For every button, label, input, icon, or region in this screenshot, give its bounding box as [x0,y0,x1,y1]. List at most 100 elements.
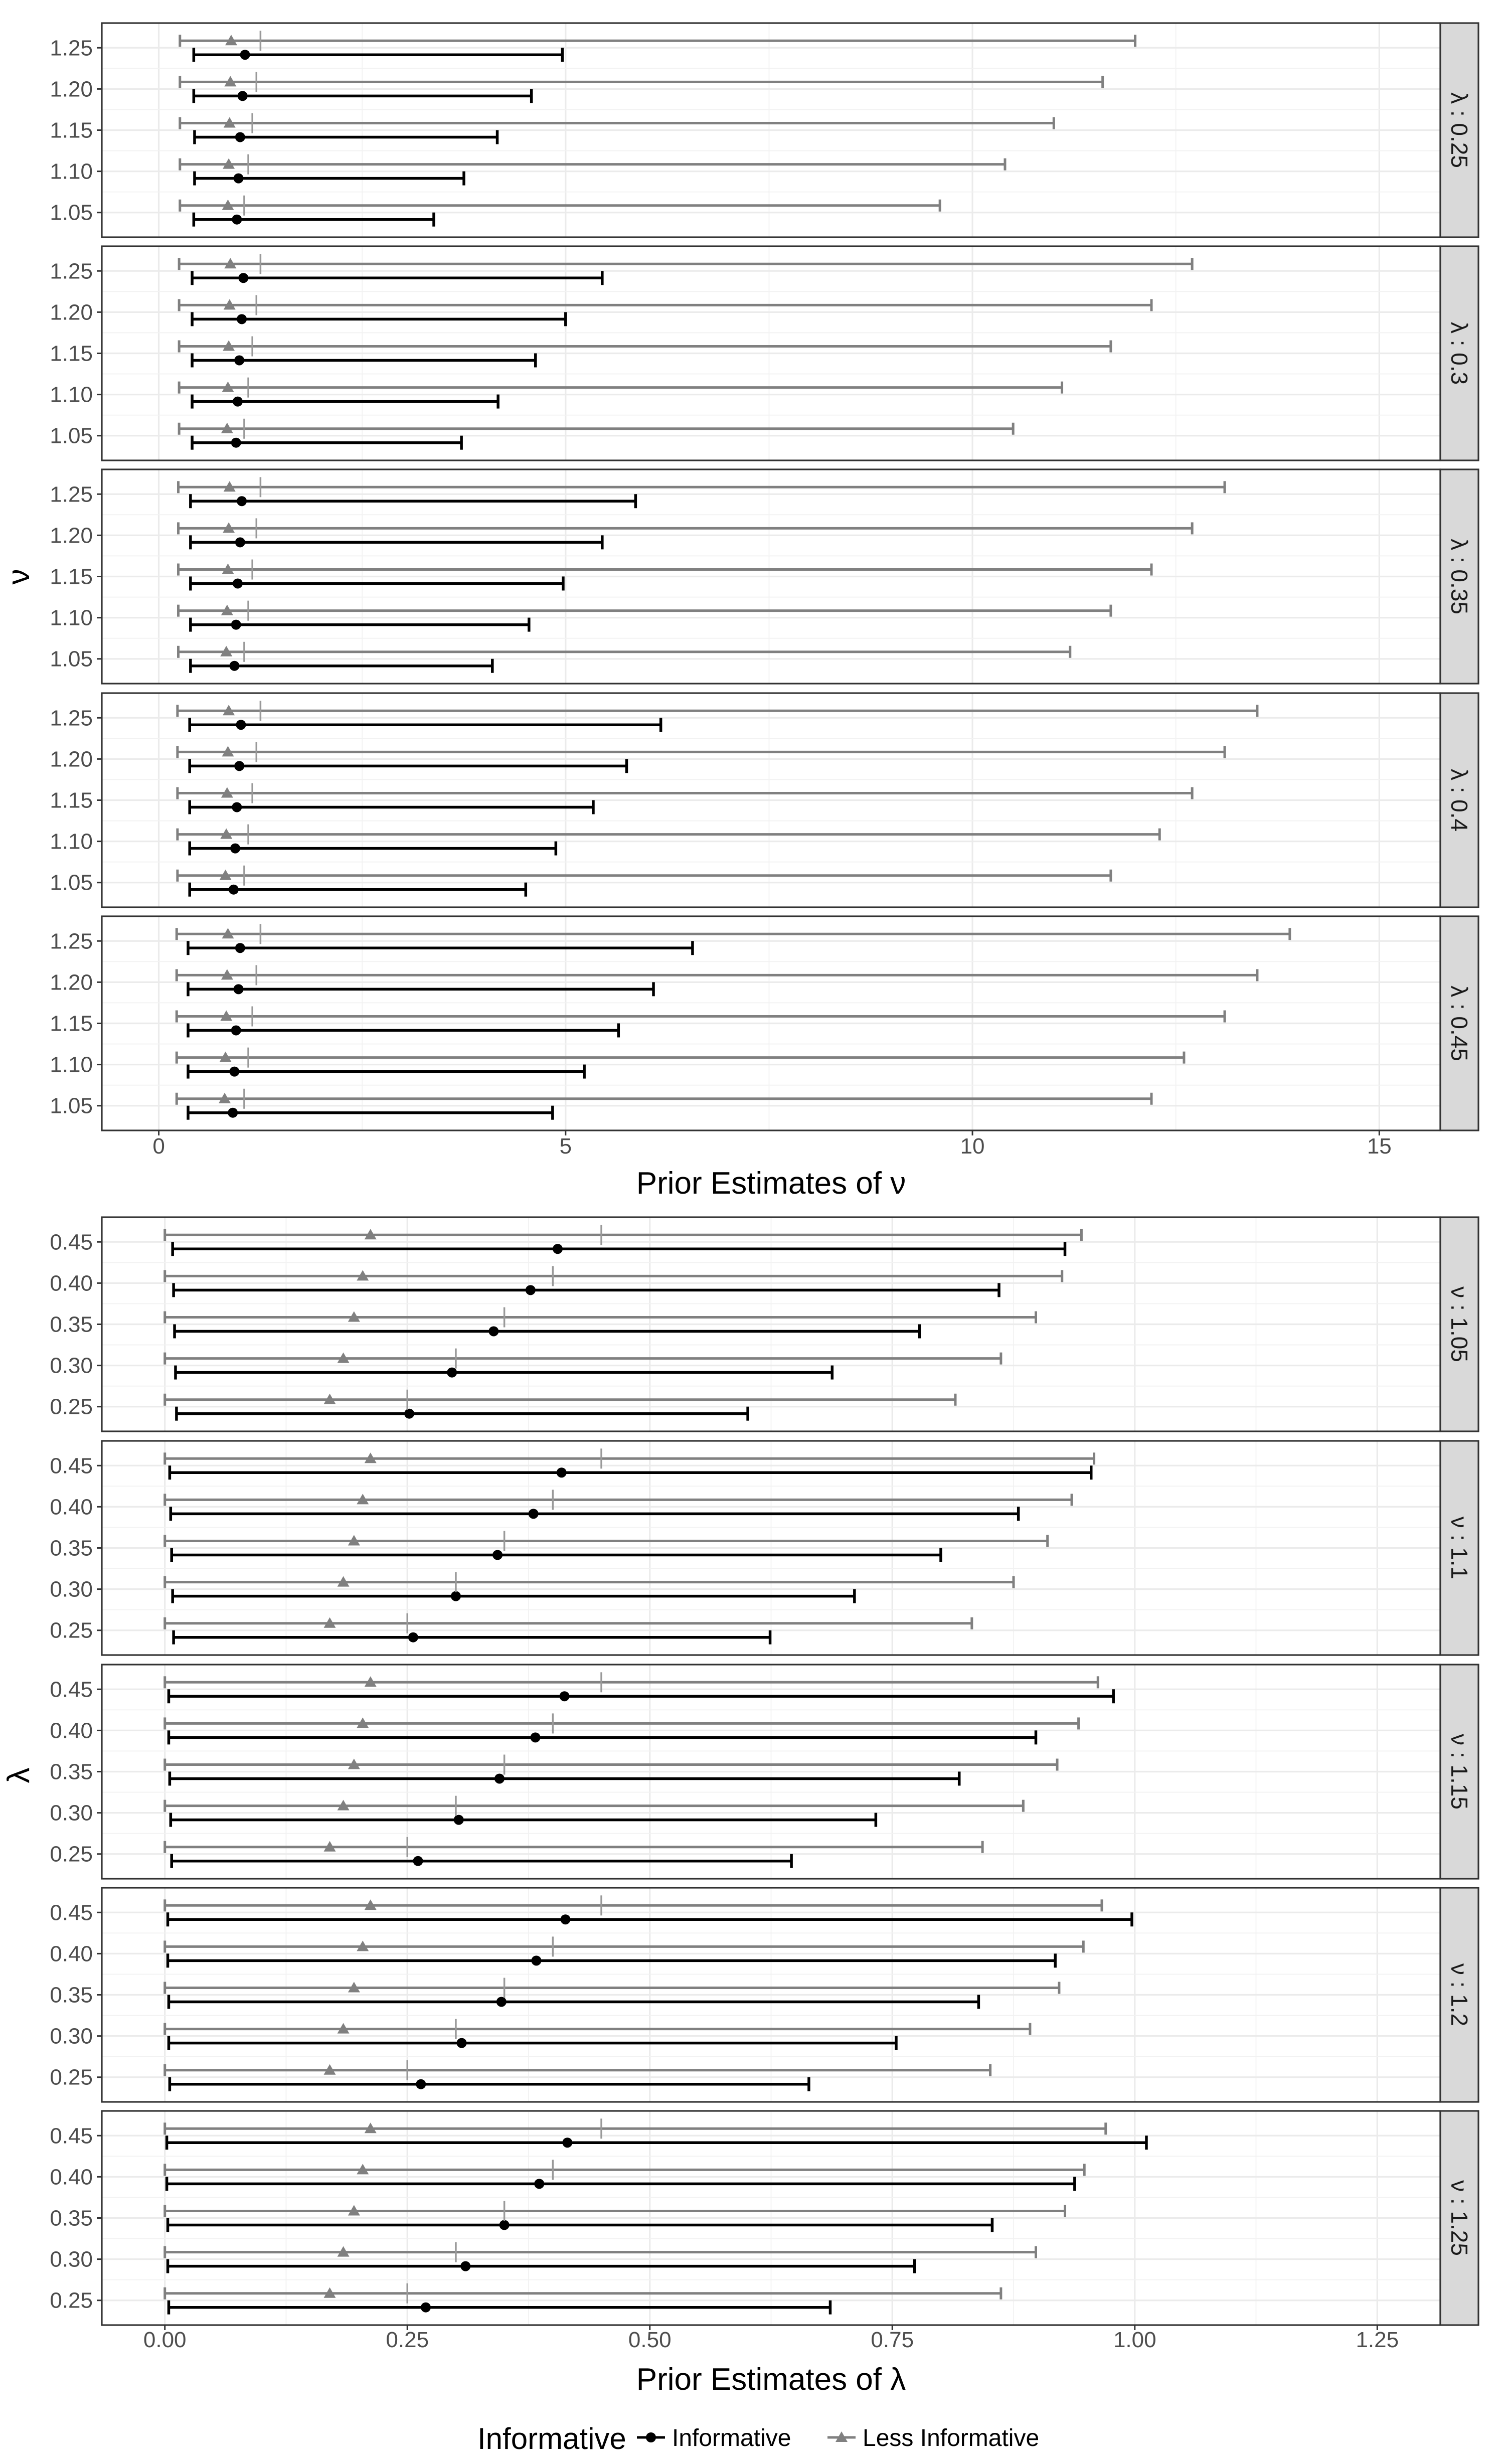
point-estimate [222,746,234,757]
y-tick-label: 0.40 [50,1941,93,1966]
point-estimate [237,314,247,324]
facet-strip [1439,692,1479,908]
x-axis-title: Prior Estimates of λ [636,2362,906,2397]
point-estimate [499,2220,510,2230]
facet-strip-label: λ : 0.35 [1446,539,1472,614]
point-estimate [224,76,237,87]
y-tick-label: 1.15 [50,118,93,143]
facet-strip-label: ν : 1.25 [1446,2180,1472,2256]
point-estimate [222,563,234,574]
y-tick-label: 1.25 [50,706,93,730]
legend-triangle-icon [836,2431,848,2442]
point-estimate [235,537,245,548]
point-estimate [223,522,235,533]
point-estimate [530,1732,541,1743]
point-estimate [222,381,234,392]
x-tick-label: 1.25 [1356,2328,1399,2352]
facet-panel: 0.25 0.30 0.35 0.40 0.45 ν : 1.2 [50,1887,1479,2103]
point-estimate [229,661,240,671]
point-estimate [219,1051,232,1062]
point-estimate [364,1229,377,1240]
point-estimate [220,828,233,839]
point-estimate [228,1107,238,1118]
point-estimate [337,2023,350,2034]
point-estimate [447,1367,457,1378]
facet-strip-label: ν : 1.2 [1446,1963,1472,2026]
point-estimate [223,117,236,128]
y-tick-label: 0.40 [50,2165,93,2189]
point-estimate [224,258,237,269]
point-estimate [460,2261,471,2271]
y-tick-label: 0.45 [50,1900,93,1925]
point-estimate [232,214,242,225]
facet-strip-label: ν : 1.1 [1446,1517,1472,1579]
point-estimate [238,273,249,283]
y-tick-label: 1.20 [50,523,93,548]
point-estimate [534,2179,545,2189]
point-estimate [364,2122,377,2133]
y-tick-label: 1.25 [50,929,93,953]
facet-strip [1439,1664,1479,1880]
y-tick-label: 1.05 [50,201,93,225]
point-estimate [231,1025,241,1036]
y-tick-label: 1.20 [50,747,93,771]
point-estimate [364,1452,377,1463]
point-estimate [560,1914,571,1925]
y-tick-label: 0.35 [50,2206,93,2231]
x-tick-label: 5 [560,1134,572,1159]
y-tick-label: 0.35 [50,1760,93,1784]
y-tick-label: 0.45 [50,1453,93,1478]
point-estimate [492,1550,503,1560]
facet-strip [1439,245,1479,461]
point-estimate [348,1535,360,1546]
point-estimate [348,2205,360,2216]
y-tick-label: 0.25 [50,1842,93,1867]
point-estimate [337,1352,350,1363]
point-estimate [240,50,250,60]
facet-strip [1439,1887,1479,2103]
point-estimate [348,1311,360,1322]
point-estimate [416,2079,426,2089]
y-tick-label: 1.05 [50,647,93,672]
x-tick-label: 1.00 [1113,2328,1156,2352]
y-tick-label: 1.20 [50,77,93,101]
point-estimate [323,2064,336,2075]
x-tick-label: 15 [1367,1134,1392,1159]
point-estimate [337,1799,350,1811]
point-estimate [348,1982,360,1993]
y-tick-label: 0.35 [50,1536,93,1561]
point-estimate [219,869,232,880]
y-tick-label: 1.15 [50,565,93,589]
point-estimate [364,1676,377,1687]
y-tick-label: 1.25 [50,36,93,60]
point-estimate [348,1758,360,1769]
y-tick-label: 1.20 [50,970,93,995]
y-tick-label: 1.05 [50,424,93,448]
point-estimate [357,1494,369,1505]
point-estimate [556,1467,567,1478]
y-tick-label: 1.05 [50,871,93,895]
x-tick-label: 0.25 [386,2328,429,2352]
y-tick-label: 1.15 [50,788,93,813]
y-axis-title: ν [2,569,36,585]
y-tick-label: 0.25 [50,1618,93,1643]
y-tick-label: 1.10 [50,606,93,630]
point-estimate [357,1717,369,1728]
facet-panel: 1.05 1.10 1.15 1.20 1.25 λ : 0.3 [50,245,1479,461]
facet-panel: 1.05 1.10 1.15 1.20 1.25 λ : 0.45 [50,915,1479,1131]
y-tick-label: 0.40 [50,1271,93,1295]
y-tick-label: 1.25 [50,259,93,283]
point-estimate [453,1815,464,1825]
y-tick-label: 0.25 [50,2065,93,2090]
point-estimate [233,984,244,995]
point-estimate [221,787,233,798]
y-tick-label: 1.25 [50,482,93,507]
point-estimate [220,645,233,656]
facet-strip-label: ν : 1.15 [1446,1734,1472,1810]
point-estimate [559,1691,570,1702]
point-estimate [237,91,248,101]
facet-strip [1439,22,1479,238]
facet-panel: 0.25 0.30 0.35 0.40 0.45 ν : 1.1 [50,1440,1479,1656]
